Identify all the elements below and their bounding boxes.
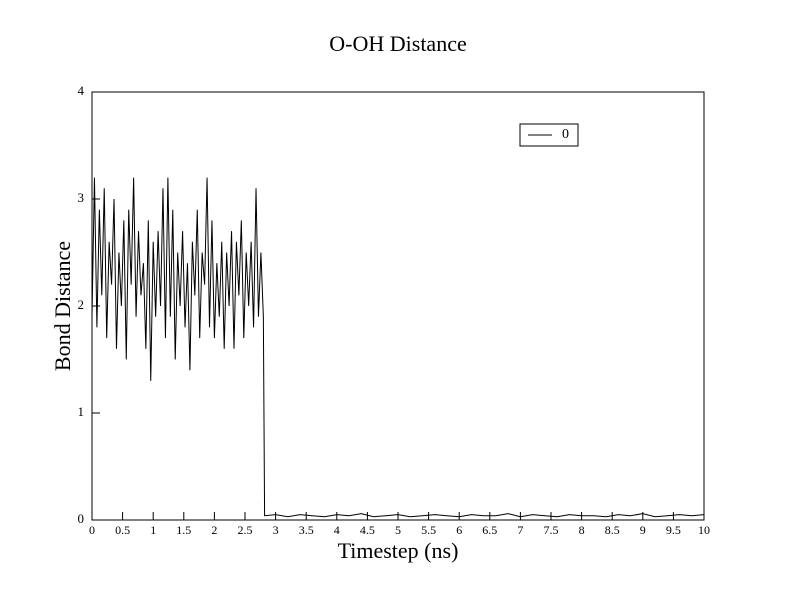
- x-tick-label: 7.5: [544, 523, 559, 537]
- plot-frame: [91, 91, 705, 521]
- y-tick-label: 2: [78, 297, 85, 312]
- x-tick-label: 4.5: [360, 523, 375, 537]
- y-tick-label: 1: [78, 404, 85, 419]
- x-tick-label: 3: [273, 523, 279, 537]
- x-tick-label: 1.5: [176, 523, 191, 537]
- x-tick-label: 5: [395, 523, 401, 537]
- chart-title: O-OH Distance: [329, 31, 466, 56]
- y-tick-label: 0: [78, 511, 85, 526]
- x-tick-label: 9: [640, 523, 646, 537]
- x-tick-label: 7: [517, 523, 523, 537]
- x-tick-label: 2.5: [238, 523, 253, 537]
- x-tick-label: 10: [698, 523, 710, 537]
- x-tick-label: 6: [456, 523, 462, 537]
- x-tick-label: 6.5: [482, 523, 497, 537]
- x-tick-label: 8: [579, 523, 585, 537]
- data-line: [91, 177, 705, 518]
- x-tick-label: 0.5: [115, 523, 130, 537]
- y-tick-label: 4: [78, 83, 85, 98]
- x-tick-label: 1: [150, 523, 156, 537]
- x-tick-label: 5.5: [421, 523, 436, 537]
- x-tick-label: 0: [89, 523, 95, 537]
- y-axis-label: Bond Distance: [50, 241, 75, 371]
- legend-label: 0: [562, 127, 569, 142]
- x-tick-label: 8.5: [605, 523, 620, 537]
- x-tick-label: 9.5: [666, 523, 681, 537]
- x-tick-label: 3.5: [299, 523, 314, 537]
- x-tick-label: 2: [211, 523, 217, 537]
- x-axis-label: Timestep (ns): [338, 538, 459, 563]
- x-tick-label: 4: [334, 523, 340, 537]
- y-tick-label: 3: [78, 190, 85, 205]
